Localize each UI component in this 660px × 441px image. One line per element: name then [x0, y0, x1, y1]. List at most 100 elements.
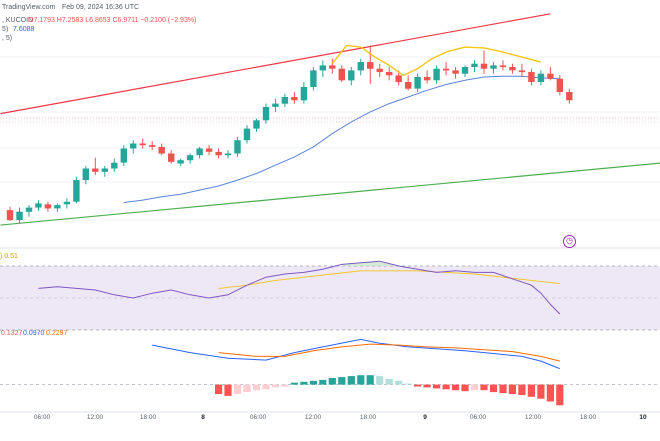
candle-body [357, 62, 364, 71]
candle-body [44, 204, 52, 209]
time-axis-tick-label: 12:00 [305, 414, 322, 421]
candle-body [111, 162, 118, 169]
candle-body [556, 78, 563, 92]
candle-body [177, 160, 184, 164]
candle-body [461, 67, 469, 74]
candle-body [54, 205, 61, 209]
macd-histogram-bar [480, 384, 488, 391]
candle-body [414, 77, 421, 89]
macd-histogram-bar [215, 384, 223, 394]
macd-histogram-bar [347, 376, 355, 385]
candle-body [471, 63, 478, 67]
candle-body [224, 153, 232, 156]
macd-histogram-bar [423, 384, 431, 388]
candle-body [101, 168, 108, 172]
time-axis-tick-label: 10 [639, 414, 647, 421]
candle-body [158, 146, 165, 154]
macd-histogram-bar [537, 384, 545, 399]
candle-body [291, 97, 298, 101]
candle-body [537, 73, 545, 82]
macd-histogram-bar [338, 377, 346, 385]
candle-body [433, 68, 440, 81]
candle-body [139, 143, 146, 146]
macd-histogram-bar [461, 384, 469, 392]
macd-line [152, 338, 560, 370]
candle-body [35, 203, 42, 208]
ma-value: 7.6088 [13, 26, 35, 33]
candle-body [63, 201, 71, 205]
rsi-overbought-fill [341, 261, 399, 266]
ohlc-values: O7.1793 H7.2583 L6.8653 C6.9711 −0.2100 … [28, 17, 196, 24]
candle-body [319, 65, 326, 71]
time-axis-tick-label: 06:00 [470, 414, 487, 421]
candle-body [423, 77, 431, 81]
candle-body [16, 211, 23, 220]
candle-body [310, 70, 317, 87]
candle-body [272, 103, 279, 107]
head-and-shoulders-pattern [331, 44, 542, 77]
rsi-line [38, 260, 561, 315]
candle-body [490, 65, 497, 69]
time-axis-tick-label: 18:00 [360, 414, 377, 421]
candle-body [215, 151, 222, 156]
tradingview-brand: TradingView.com [2, 4, 55, 11]
macd-histogram-value: 0.1327 [1, 330, 23, 337]
macd-histogram-bar [527, 384, 535, 397]
macd-histogram-bar [262, 384, 270, 390]
candle-body [329, 65, 336, 69]
macd-line-value: 0.0970 [23, 330, 45, 337]
candle-body [566, 92, 573, 101]
macd-signal-line [218, 343, 560, 362]
macd-histogram-bar [290, 382, 298, 385]
rsi-ma-line [218, 270, 560, 289]
symbol-exchange: , KUCOIN [2, 17, 33, 24]
time-axis-tick-label: 12:00 [525, 414, 542, 421]
support-trendline [0, 162, 660, 226]
candle-body [262, 107, 270, 121]
candle-body [528, 72, 535, 82]
macd-histogram-bar [499, 384, 507, 394]
alert-clock-icon[interactable]: ◷ [563, 235, 576, 248]
time-axis-tick-label: 18:00 [580, 414, 597, 421]
candle-body [130, 143, 137, 149]
macd-histogram-bar [395, 380, 403, 385]
time-axis-tick-label: 06:00 [34, 414, 51, 421]
candle-body [338, 68, 345, 81]
candle-body [73, 180, 80, 202]
macd-histogram-bar [224, 384, 232, 396]
time-axis-tick-label: 12:00 [87, 414, 104, 421]
macd-histogram-bar [442, 384, 450, 390]
candle-body [386, 72, 393, 76]
time-axis-tick-label: 18:00 [140, 414, 157, 421]
macd-histogram-bar [357, 375, 365, 385]
macd-histogram-bar [546, 384, 554, 402]
candle-body [186, 155, 194, 161]
macd-histogram-bar [489, 384, 498, 393]
candle-body [281, 97, 289, 104]
candle-body [442, 68, 450, 71]
candle-body [518, 70, 526, 73]
candle-body [243, 128, 251, 141]
candle-body [452, 70, 459, 74]
candle-body [234, 140, 241, 154]
macd-histogram-bar [414, 384, 422, 387]
candle-body [196, 148, 203, 156]
macd-histogram-bar [518, 384, 526, 395]
time-axis-tick-label: 9 [423, 414, 427, 421]
candle-body [499, 65, 507, 68]
macd-histogram-bar [281, 384, 289, 387]
candle-body [92, 168, 99, 172]
macd-histogram-bar [452, 384, 460, 391]
candle-body [149, 145, 156, 147]
candle-body [480, 63, 488, 69]
macd-histogram-bar [300, 381, 308, 385]
candle-body [6, 210, 14, 221]
candle-body [168, 153, 175, 162]
macd-histogram-bar [243, 384, 251, 393]
macd-histogram-bar [508, 384, 516, 394]
candle-body [120, 148, 127, 163]
candle-body [300, 87, 308, 101]
macd-histogram-bar [309, 380, 317, 385]
